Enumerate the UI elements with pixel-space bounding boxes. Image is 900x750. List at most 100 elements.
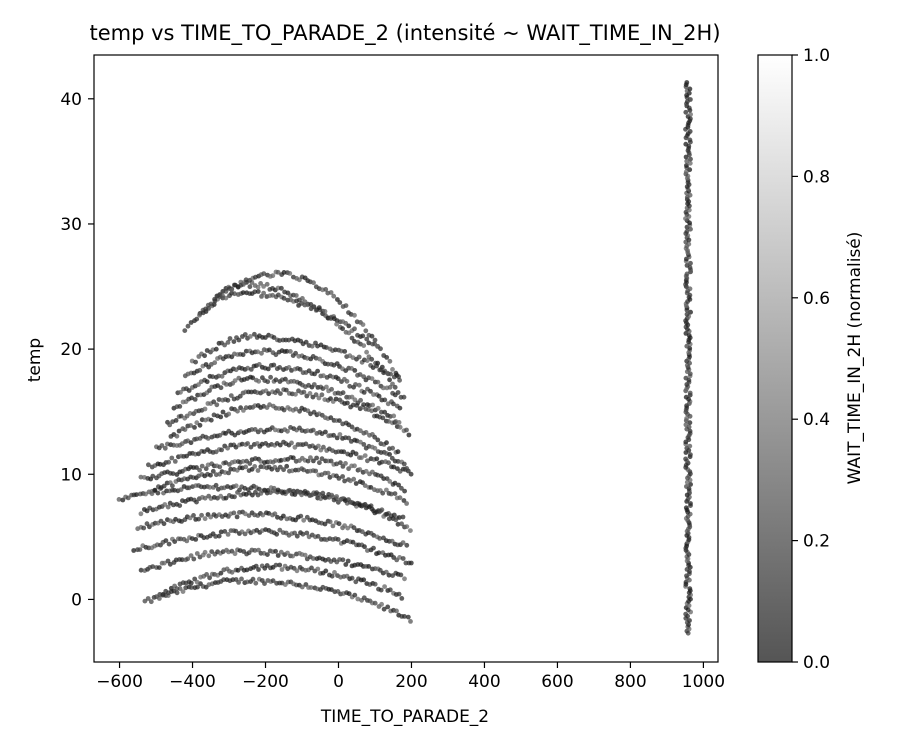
scatter-point — [216, 373, 222, 379]
scatter-point — [156, 565, 162, 570]
scatter-point — [323, 429, 328, 435]
scatter-point — [395, 390, 401, 395]
scatter-point — [299, 492, 304, 498]
scatter-point — [250, 576, 256, 582]
scatter-point — [340, 390, 346, 396]
scatter-point — [194, 499, 199, 505]
scatter-point — [281, 270, 287, 275]
scatter-point — [265, 379, 271, 385]
scatter-point — [231, 510, 237, 516]
colorbar-tick-label: 0.8 — [803, 167, 830, 187]
scatter-point — [255, 468, 261, 473]
scatter-point — [688, 260, 693, 266]
scatter-point — [202, 549, 208, 555]
scatter-point — [290, 553, 296, 559]
scatter-point — [309, 565, 314, 571]
scatter-point — [366, 564, 372, 569]
scatter-point — [408, 528, 413, 533]
scatter-point — [352, 339, 357, 344]
scatter-point — [307, 391, 313, 396]
scatter-point — [361, 390, 367, 395]
scatter-point — [161, 521, 167, 527]
scatter-point — [408, 560, 414, 566]
scatter-point — [265, 552, 270, 557]
scatter-point — [221, 577, 227, 583]
scatter-point — [401, 394, 407, 400]
scatter-point — [314, 455, 319, 461]
scatter-point — [235, 408, 240, 414]
scatter-point — [220, 409, 226, 415]
scatter-point — [283, 387, 289, 393]
scatter-point — [397, 377, 402, 383]
scatter-point — [138, 474, 144, 480]
scatter-point — [273, 352, 279, 358]
scatter-point — [229, 569, 235, 575]
scatter-point — [331, 497, 337, 503]
scatter-point — [273, 377, 279, 383]
scatter-point — [293, 391, 298, 397]
scatter-point — [400, 514, 406, 520]
scatter-point — [358, 397, 363, 403]
scatter-point — [384, 511, 390, 517]
scatter-point — [319, 456, 325, 462]
scatter-point — [223, 495, 229, 501]
scatter-point — [406, 432, 412, 438]
scatter-point — [231, 339, 237, 344]
scatter-point — [357, 467, 363, 472]
scatter-point — [275, 553, 281, 558]
scatter-point — [248, 444, 254, 450]
scatter-point — [683, 141, 689, 147]
scatter-point — [145, 596, 151, 601]
scatter-point — [223, 289, 229, 294]
scatter-point — [346, 323, 352, 329]
scatter-point — [232, 378, 238, 383]
scatter-point — [288, 349, 293, 354]
scatter-point — [334, 461, 339, 467]
x-axis-title: TIME_TO_PARADE_2 — [320, 707, 489, 727]
colorbar-tick-label: 0.4 — [803, 410, 830, 430]
scatter-point — [208, 417, 214, 423]
scatter-point — [396, 515, 402, 520]
scatter-point — [337, 300, 343, 305]
scatter-point — [249, 427, 255, 432]
scatter-point — [261, 284, 266, 289]
scatter-point — [397, 555, 402, 560]
scatter-point — [328, 316, 334, 321]
scatter-point — [242, 511, 248, 517]
scatter-point — [400, 540, 406, 545]
scatter-point — [387, 384, 393, 390]
scatter-point — [173, 418, 179, 423]
scatter-point — [237, 393, 243, 399]
scatter-point — [188, 585, 194, 590]
scatter-point — [404, 524, 410, 529]
scatter-point — [369, 408, 375, 414]
scatter-point — [380, 415, 386, 421]
scatter-point — [222, 342, 228, 348]
scatter-point — [299, 584, 305, 590]
scatter-point — [273, 562, 279, 568]
scatter-point — [322, 309, 328, 314]
scatter-point — [364, 349, 369, 355]
scatter-point — [402, 614, 407, 619]
scatter-point — [337, 432, 343, 437]
scatter-point — [262, 581, 267, 586]
scatter-point — [200, 310, 206, 316]
scatter-point — [333, 396, 339, 402]
scatter-point — [382, 584, 387, 589]
scatter-point — [391, 464, 397, 470]
scatter-point — [165, 504, 171, 510]
scatter-point — [232, 291, 237, 297]
scatter-point — [271, 362, 277, 368]
scatter-point — [202, 495, 208, 501]
scatter-point — [313, 392, 319, 398]
scatter-point — [134, 492, 139, 497]
scatter-point — [399, 485, 404, 491]
scatter-point — [342, 349, 348, 354]
scatter-point — [316, 305, 322, 310]
colorbar-tick-label: 1.0 — [803, 46, 830, 66]
scatter-point — [329, 573, 335, 579]
scatter-point — [292, 530, 297, 536]
scatter-point — [152, 487, 158, 493]
scatter-point — [174, 433, 180, 439]
scatter-point — [271, 335, 277, 340]
